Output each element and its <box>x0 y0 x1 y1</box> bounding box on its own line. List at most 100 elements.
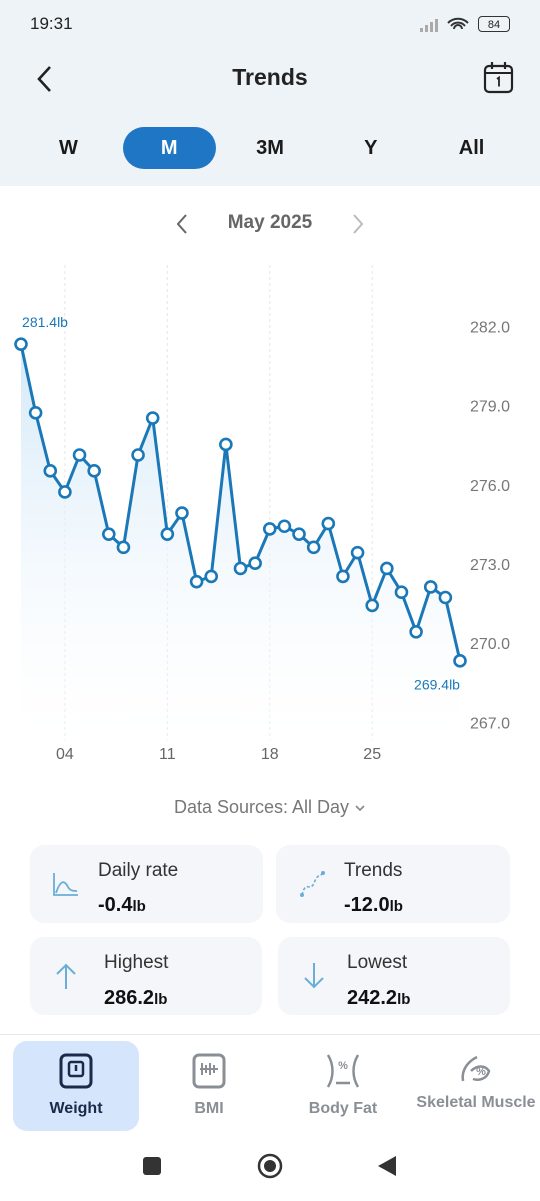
weight-chart: 04 11 18 25 282.0 279.0 276.0 273.0 270.0 267.0 28… <box>14 265 510 763</box>
point <box>292 527 306 541</box>
point <box>160 527 175 541</box>
y-tick-label: 270.0 <box>470 636 510 653</box>
back-nav-button[interactable] <box>378 1156 396 1176</box>
data-sources[interactable]: Data Sources: All Day <box>0 797 540 818</box>
stat-label: Daily rate <box>98 860 179 881</box>
weight-icon <box>59 1053 93 1089</box>
recents-button[interactable] <box>143 1157 161 1175</box>
stat-label: Highest <box>104 952 169 973</box>
point <box>14 337 28 351</box>
data-sources-label: Data Sources: All Day <box>173 797 350 817</box>
nav-item[interactable]: % Body Fat <box>280 1041 406 1131</box>
period-label: May 2025 <box>227 212 313 233</box>
stat-value: 242.2 <box>347 987 398 1009</box>
point <box>72 448 87 462</box>
nav-item[interactable]: % Skeletal Muscle <box>413 1041 539 1131</box>
nav-item[interactable]: BMI <box>146 1041 272 1131</box>
stat-label: Trends <box>344 860 403 881</box>
x-tick-label: 18 <box>261 746 279 763</box>
bottom-nav: Weight BMI % Body Fat % Skeletal Muscle <box>0 1034 540 1201</box>
point <box>438 590 453 605</box>
y-tick-label: 267.0 <box>470 715 510 732</box>
point <box>219 437 233 452</box>
calendar-button[interactable] <box>482 60 516 96</box>
point <box>189 574 204 589</box>
stat-unit: lb <box>132 898 146 915</box>
y-tick-label: 279.0 <box>470 399 510 416</box>
period-tabs: W M 3M Y All <box>18 127 522 169</box>
point <box>423 580 438 594</box>
up-icon <box>56 963 76 989</box>
point <box>248 556 262 570</box>
point <box>87 464 101 478</box>
point <box>262 522 277 536</box>
next-period[interactable] <box>348 212 368 236</box>
system-nav <box>143 1153 396 1179</box>
y-tick-label: 282.0 <box>470 320 510 337</box>
x-tick-label: 11 <box>159 746 176 763</box>
point <box>145 411 160 425</box>
point <box>175 506 189 520</box>
point <box>233 561 248 576</box>
period-tab[interactable]: W <box>58 137 78 159</box>
nav-label: Body Fat <box>308 1100 378 1117</box>
bmi-icon <box>192 1053 226 1089</box>
home-dot <box>264 1160 276 1172</box>
svg-text:%: % <box>476 1066 486 1078</box>
point <box>321 516 336 531</box>
trend-icon <box>300 871 325 897</box>
stat-card: Highest 286.2lb <box>30 937 262 1015</box>
period-tab[interactable]: M <box>122 127 216 169</box>
rate-icon <box>53 873 78 896</box>
status-time: 19:31 <box>30 14 73 33</box>
point <box>350 545 365 560</box>
point <box>365 598 380 613</box>
point <box>453 654 467 668</box>
point <box>116 540 131 555</box>
battery: 84 <box>478 16 510 32</box>
point <box>102 527 116 541</box>
stat-card: Trends -12.0lb <box>276 845 510 923</box>
nav-label: Weight <box>49 1100 103 1117</box>
point <box>131 448 145 462</box>
x-tick-label: 25 <box>363 746 381 763</box>
body-fat-icon: % <box>326 1054 360 1088</box>
nav-label: Skeletal Muscle <box>416 1094 536 1111</box>
stat-value: 286.2 <box>104 987 155 1009</box>
y-tick-label: 273.0 <box>470 557 510 574</box>
period-tab[interactable]: Y <box>364 137 378 159</box>
y-tick-label: 276.0 <box>470 478 510 495</box>
area <box>21 344 460 740</box>
prev-period[interactable] <box>172 212 192 236</box>
stat-card: Daily rate -0.4lb <box>30 845 263 923</box>
value-label: 281.4lb <box>22 314 68 330</box>
status-icons <box>420 17 469 32</box>
stat-card: Lowest 242.2lb <box>278 937 510 1015</box>
point <box>409 625 423 639</box>
stat-unit: lb <box>397 991 411 1008</box>
home-button[interactable] <box>257 1153 283 1179</box>
stat-unit: lb <box>154 991 168 1008</box>
point <box>43 464 58 478</box>
stat-value: -0.4 <box>98 894 133 916</box>
muscle-icon: % <box>461 1055 491 1082</box>
down-icon <box>304 963 324 989</box>
point <box>336 569 350 584</box>
x-tick-label: 04 <box>56 746 74 763</box>
point <box>394 585 409 600</box>
period-tab[interactable]: All <box>458 137 485 159</box>
point <box>306 540 321 555</box>
stat-unit: lb <box>389 898 403 915</box>
back-button[interactable] <box>30 62 60 96</box>
point <box>380 561 394 576</box>
point <box>28 405 43 420</box>
point <box>277 519 292 534</box>
period-tab[interactable]: 3M <box>256 137 284 159</box>
page-title: Trends <box>232 64 308 90</box>
dropdown-icon <box>355 805 365 812</box>
stat-label: Lowest <box>347 952 408 973</box>
stat-value: -12.0 <box>344 894 390 916</box>
nav-label: BMI <box>194 1100 224 1117</box>
nav-item[interactable]: Weight <box>13 1041 139 1131</box>
